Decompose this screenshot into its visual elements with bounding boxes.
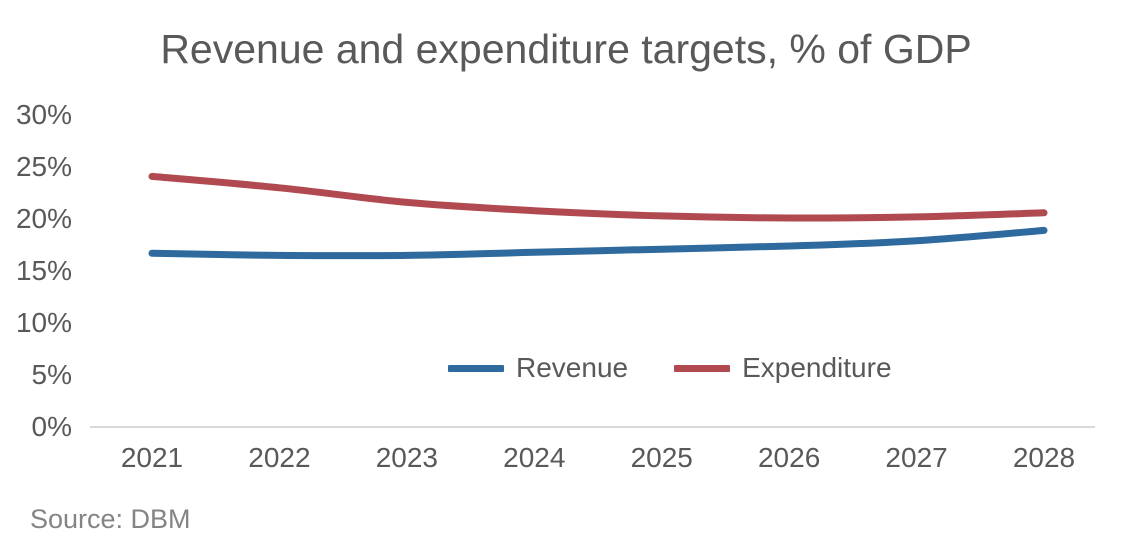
legend-label-revenue: Revenue [516,352,629,383]
legend-item-expenditure: Expenditure [674,352,892,384]
x-tick-label-2024: 2024 [503,442,566,473]
y-tick-label-30: 30% [15,99,72,130]
expenditure-line-swatch-icon [674,364,731,372]
legend: Revenue Expenditure [448,352,892,384]
y-tick-label-5: 5% [31,359,72,390]
y-tick-label-0: 0% [31,411,72,442]
source-note: Source: DBM [30,504,191,534]
revenue-line-swatch-icon [448,364,504,372]
expenditure-line [148,172,1048,222]
x-tick-label-2021: 2021 [120,442,184,473]
x-tick-label-2025: 2025 [630,442,693,473]
revenue-line [148,226,1048,260]
x-tick-label-2026: 2026 [757,442,821,473]
y-tick-label-15: 15% [15,255,72,286]
y-tick-label-25: 25% [15,151,72,182]
legend-label-expenditure: Expenditure [742,352,892,383]
y-tick-label-10: 10% [15,307,72,338]
x-tick-label-2022: 2022 [248,442,311,473]
legend-item-revenue: Revenue [448,352,628,384]
x-tick-label-2027: 2027 [885,442,948,473]
x-tick-label-2028: 2028 [1012,442,1076,473]
x-tick-label-2023: 2023 [375,442,438,473]
chart-title: Revenue and expenditure targets, % of GD… [160,26,972,72]
y-tick-label-20: 20% [15,203,72,234]
